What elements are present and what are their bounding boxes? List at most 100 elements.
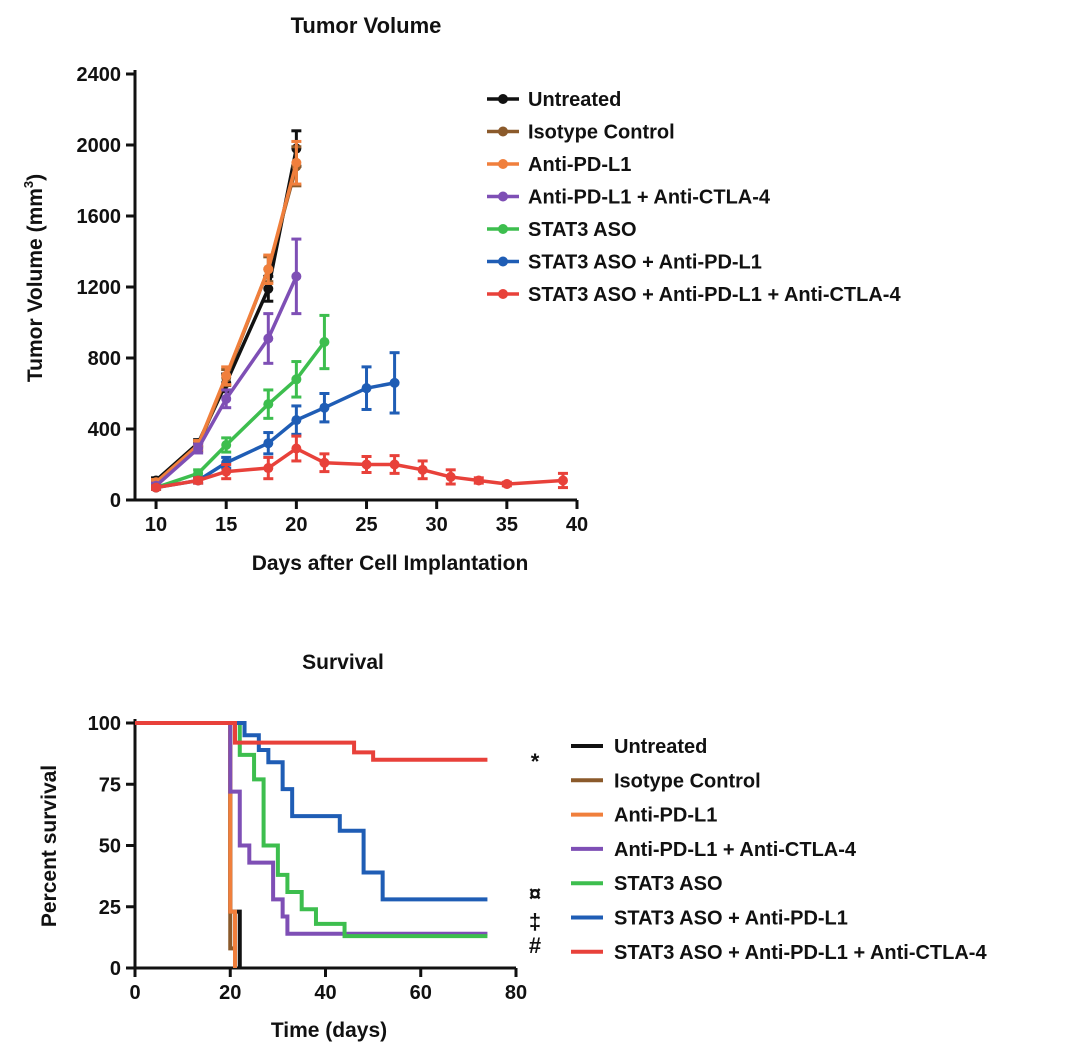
tumor-data-point <box>291 374 302 385</box>
tumor-legend-label: Anti-PD-L1 <box>528 154 631 176</box>
tumor-axes: 0 400 800 1200 1600 2000 2400 10 15 20 25 30 35 40 <box>77 64 589 536</box>
tumor-data-point <box>361 383 372 394</box>
survival-legend-item: Anti-PD-L1 + Anti-CTLA-4 <box>571 839 857 861</box>
tumor-legend-item: Untreated <box>487 89 621 111</box>
survival-chart: Survival Percent survival Time (days) 0 2… <box>38 651 987 1042</box>
tumor-data-point <box>263 399 274 410</box>
tumor-data-point <box>263 333 274 344</box>
tumor-data-point <box>291 415 302 426</box>
tumor-series-anti-pd-l1 <box>151 139 302 488</box>
survival-y-tick-label: 25 <box>99 897 121 919</box>
tumor-series-stat3-aso-anti-pd-l1-anti-ctla-4 <box>151 434 568 493</box>
tumor-data-point <box>417 464 428 475</box>
survival-curve-stat3-aso-anti-pd-l1 <box>135 721 488 902</box>
survival-x-tick-label: 0 <box>129 982 140 1004</box>
survival-legend-label: Anti-PD-L1 <box>614 805 717 827</box>
tumor-legend-label: STAT3 ASO + Anti-PD-L1 + Anti-CTLA-4 <box>528 284 901 306</box>
survival-legend-label: STAT3 ASO <box>614 873 723 895</box>
survival-chart-title: Survival <box>302 651 384 674</box>
tumor-data-point <box>193 475 204 486</box>
tumor-y-tick-label: 1200 <box>77 277 122 299</box>
tumor-data-point <box>221 466 232 477</box>
tumor-y-axis-label-sup: 3 <box>21 181 36 188</box>
survival-y-tick-label: 50 <box>99 836 121 858</box>
tumor-y-tick-label: 2400 <box>77 64 122 86</box>
tumor-data-point <box>473 475 484 486</box>
tumor-chart-title: Tumor Volume <box>291 13 442 38</box>
tumor-x-tick-label: 25 <box>355 514 377 536</box>
survival-curve-anti-pd-l1-anti-ctla-4 <box>135 721 488 936</box>
survival-y-tick-label: 75 <box>99 774 121 796</box>
survival-legend-label: Anti-PD-L1 + Anti-CTLA-4 <box>614 839 857 861</box>
tumor-series-line <box>155 340 326 490</box>
survival-x-tick-label: 60 <box>410 982 432 1004</box>
tumor-series-line <box>154 148 299 482</box>
survival-y-tick-label: 100 <box>88 713 121 735</box>
tumor-data-point <box>263 283 274 294</box>
tumor-data-point <box>263 438 274 449</box>
survival-legend: Untreated Isotype Control Anti-PD-L1 Anti-P… <box>571 736 987 964</box>
tumor-data-point <box>361 459 372 470</box>
tumor-data-point <box>151 482 162 493</box>
tumor-legend-item: Anti-PD-L1 + Anti-CTLA-4 <box>487 187 771 209</box>
tumor-data-point <box>291 443 302 454</box>
survival-legend-item: STAT3 ASO <box>571 873 723 895</box>
tumor-x-tick-label: 15 <box>215 514 237 536</box>
survival-legend-item: STAT3 ASO + Anti-PD-L1 <box>571 908 848 930</box>
tumor-y-tick-label: 400 <box>88 419 121 441</box>
tumor-y-axis-label-close: ) <box>24 174 47 181</box>
tumor-x-tick-label: 40 <box>566 514 588 536</box>
tumor-legend-swatch-dot <box>498 224 508 234</box>
tumor-legend-swatch-dot <box>498 159 508 169</box>
survival-x-tick-label: 20 <box>219 982 241 1004</box>
tumor-legend-swatch-dot <box>498 94 508 104</box>
tumor-data-point <box>221 393 232 404</box>
tumor-legend-item: STAT3 ASO <box>487 219 637 241</box>
survival-significance-marker: # <box>529 933 541 958</box>
tumor-legend-swatch-dot <box>498 126 508 137</box>
survival-curve-untreated <box>135 721 242 968</box>
tumor-data-point <box>221 439 232 450</box>
tumor-legend-item: STAT3 ASO + Anti-PD-L1 <box>487 252 762 274</box>
tumor-legend-label: STAT3 ASO <box>528 219 637 241</box>
tumor-data-point <box>389 459 400 470</box>
tumor-x-axis-label: Days after Cell Implantation <box>252 552 529 575</box>
tumor-x-tick-label: 30 <box>426 514 448 536</box>
tumor-legend: Untreated Isotype Control Anti-PD-L1 Anti-P… <box>487 89 901 306</box>
tumor-data-point <box>193 468 204 479</box>
tumor-data-point <box>389 377 400 388</box>
survival-legend-label: STAT3 ASO + Anti-PD-L1 <box>614 908 848 930</box>
survival-curve-isotype-control <box>135 721 238 968</box>
tumor-x-tick-label: 35 <box>496 514 518 536</box>
tumor-data-point <box>263 463 274 474</box>
tumor-data-point <box>319 457 330 468</box>
tumor-y-tick-label: 800 <box>88 348 121 370</box>
tumor-y-axis-label-main: Tumor Volume (mm <box>24 188 47 382</box>
survival-legend-label: Isotype Control <box>614 770 761 792</box>
tumor-series-stat3-aso <box>151 313 330 493</box>
tumor-data-point <box>263 264 274 275</box>
survival-legend-label: STAT3 ASO + Anti-PD-L1 + Anti-CTLA-4 <box>614 942 987 964</box>
tumor-legend-item: STAT3 ASO + Anti-PD-L1 + Anti-CTLA-4 <box>487 284 901 306</box>
survival-y-axis-label: Percent survival <box>38 765 61 927</box>
tumor-series-group <box>151 129 568 493</box>
tumor-legend-label: STAT3 ASO + Anti-PD-L1 <box>528 252 762 274</box>
tumor-legend-label: Untreated <box>528 89 621 111</box>
tumor-legend-item: Isotype Control <box>487 122 675 144</box>
tumor-data-point <box>291 157 302 168</box>
survival-curve-anti-pd-l1 <box>135 721 238 968</box>
tumor-y-tick-label: 2000 <box>77 135 122 157</box>
tumor-y-tick-label: 1600 <box>77 206 122 228</box>
tumor-legend-swatch-dot <box>498 191 508 202</box>
survival-axes: 0 25 50 75 100 0 20 40 60 80 <box>88 713 528 1004</box>
tumor-volume-chart: Tumor Volume Tumor Volume (mm3) Days aft… <box>21 13 901 575</box>
tumor-data-point <box>557 475 568 486</box>
tumor-series-untreated <box>151 129 302 486</box>
survival-legend-item: STAT3 ASO + Anti-PD-L1 + Anti-CTLA-4 <box>571 942 987 964</box>
survival-series-group <box>135 721 488 968</box>
tumor-data-point <box>291 271 302 282</box>
tumor-series-anti-pd-l1-anti-ctla-4 <box>151 237 302 491</box>
tumor-y-tick-label: 0 <box>110 490 121 512</box>
survival-significance-marker: ‡ <box>529 909 541 934</box>
survival-annotations: * ¤ ‡# <box>529 749 541 958</box>
